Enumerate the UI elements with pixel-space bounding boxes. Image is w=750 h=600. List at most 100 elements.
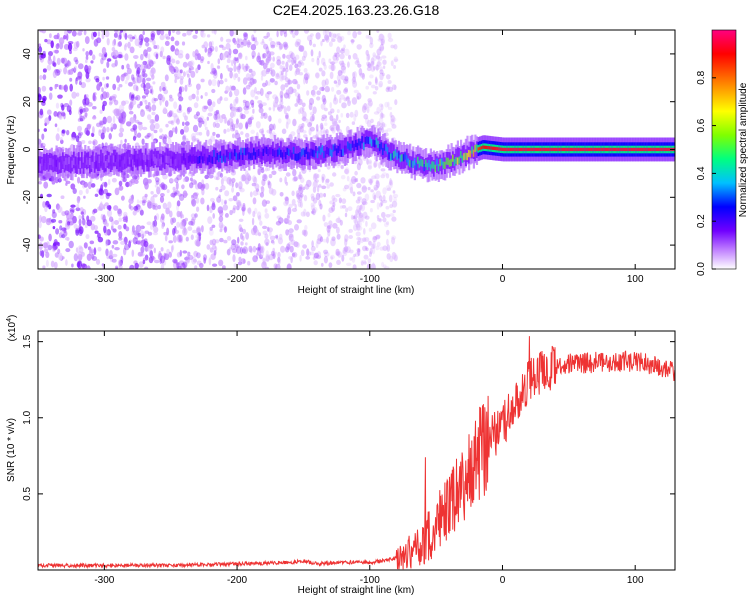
spectrogram-noise-blob (96, 82, 101, 91)
spectrogram-ridge-cell (345, 145, 348, 153)
spectrogram-noise-blob (85, 51, 89, 57)
spectrogram-noise-blob (322, 30, 327, 36)
spectrogram-noise-blob (323, 251, 330, 257)
spectrogram-noise-blob (173, 69, 177, 73)
spectrogram-noise-blob (393, 58, 399, 62)
spectrogram-ridge-cell (413, 157, 416, 175)
spectrogram-noise-blob (120, 139, 123, 145)
spectrogram-noise-blob (339, 205, 343, 209)
spectrogram-noise-blob (360, 260, 364, 266)
spectrogram-noise-blob (242, 246, 248, 255)
spectrogram-noise-blob (338, 119, 341, 124)
spectrogram-noise-blob (369, 36, 374, 45)
spectrogram-noise-blob (61, 104, 65, 111)
spectrogram-noise-blob (378, 117, 384, 124)
spectrogram-noise-blob (199, 262, 204, 269)
spectrogram-ridge-cell (552, 147, 555, 152)
spectrogram-noise-blob (284, 71, 288, 78)
spectrogram-noise-blob (279, 43, 284, 50)
spectrogram-noise-blob (242, 228, 247, 234)
spectrogram-noise-blob (176, 200, 181, 207)
spectrogram-noise-blob (351, 39, 354, 45)
spectrogram-noise-blob (279, 192, 284, 197)
spectrogram-noise-blob (53, 111, 58, 117)
spectrogram-noise-blob (42, 98, 46, 104)
spectrogram-noise-blob (299, 126, 304, 133)
spectrogram-noise-blob (44, 117, 50, 125)
spectrogram-ridge-cell (106, 159, 109, 167)
spectrogram-noise-blob (118, 104, 125, 112)
spectrogram-noise-blob (226, 58, 231, 64)
spectrogram-noise-blob (209, 247, 214, 253)
spectrogram-ridge-cell (111, 156, 114, 164)
spectrogram-ridge-cell (343, 145, 346, 153)
spectrogram-noise-blob (142, 259, 146, 265)
spectrogram-ridge-cell (162, 155, 165, 163)
spectrogram-noise-blob (332, 58, 339, 64)
spectrogram-ridge-cell (538, 147, 541, 152)
spectrogram-noise-blob (262, 173, 268, 182)
spectrogram-noise-blob (97, 232, 101, 239)
spectrogram-noise-blob (159, 128, 163, 133)
spectrogram-ridge-cell (644, 147, 647, 152)
spectrogram-ridge-cell (410, 160, 413, 168)
snr-series-line (38, 336, 675, 570)
spectrogram-noise-blob (173, 101, 178, 109)
spectrogram-noise-blob (333, 121, 339, 126)
spectrogram-noise-blob (267, 81, 271, 86)
spectrogram-noise-blob (288, 203, 293, 209)
spectrogram-ridge-cell (146, 159, 149, 167)
spectrogram-noise-blob (121, 100, 126, 106)
spectrogram-ridge-cell (401, 154, 404, 162)
spectrogram-ridge-cell (498, 147, 501, 151)
spectrogram-noise-blob (230, 108, 235, 113)
spectrogram-noise-blob (379, 202, 383, 208)
spectrogram-noise-blob (298, 72, 304, 76)
spectrogram-noise-blob (372, 241, 376, 249)
spectrogram-noise-blob (318, 192, 324, 198)
spectrogram-noise-blob (356, 240, 361, 246)
spectrogram-noise-blob (81, 214, 85, 220)
spectrogram-noise-blob (124, 138, 127, 143)
spectrogram-ridge-cell (555, 147, 558, 152)
spectrogram-noise-blob (187, 73, 190, 78)
spectrogram-noise-blob (286, 263, 292, 269)
spectrogram-noise-blob (236, 65, 241, 71)
spectrogram-noise-blob (104, 30, 110, 38)
spectrogram-noise-blob (203, 105, 209, 110)
spectrogram-ridge-cell (358, 138, 361, 146)
spectrogram-noise-blob (374, 186, 378, 190)
spectrogram-noise-blob (117, 86, 120, 91)
spectrogram-noise-blob (329, 200, 335, 205)
spectrogram-noise-blob (310, 89, 316, 96)
spectrogram-noise-blob (225, 85, 230, 93)
spectrogram-noise-blob (333, 124, 337, 132)
spectrogram-noise-blob (111, 224, 114, 231)
spectrogram-noise-blob (153, 129, 158, 134)
spectrogram-noise-blob (287, 59, 292, 63)
spectrogram-noise-blob (54, 123, 58, 128)
spectrogram-noise-blob (357, 196, 361, 202)
spectrogram-noise-blob (150, 67, 156, 75)
spectrogram-noise-blob (248, 81, 253, 87)
spectrogram-ridge-cell (409, 160, 412, 168)
spectrogram-noise-blob (340, 175, 346, 180)
spectrogram-ridge-cell (81, 157, 84, 165)
spectrogram-noise-blob (147, 231, 153, 236)
spectrogram-noise-blob (244, 170, 249, 178)
spectrogram-noise-blob (274, 96, 279, 104)
spectrogram-ridge-cell (47, 163, 50, 171)
spectrogram-noise-blob (381, 113, 386, 119)
spectrogram-noise-blob (97, 31, 101, 37)
spectrogram-noise-blob (276, 59, 282, 66)
spectrogram-ridge-cell (436, 158, 439, 166)
spectrogram-noise-blob (133, 114, 137, 121)
spectrogram-noise-blob (83, 107, 89, 113)
spectrogram-noise-blob (88, 123, 92, 127)
spectrogram-noise-blob (311, 208, 316, 216)
spectrogram-noise-blob (280, 30, 285, 33)
spectrogram-noise-blob (263, 112, 268, 119)
spectrogram-ridge-cell (50, 157, 53, 165)
spectrogram-noise-blob (319, 236, 324, 243)
